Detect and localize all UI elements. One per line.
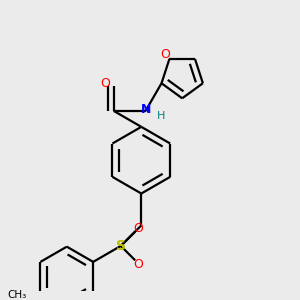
Text: O: O <box>133 222 143 235</box>
Text: O: O <box>160 48 170 61</box>
Text: H: H <box>157 111 166 121</box>
Text: S: S <box>116 239 126 253</box>
Text: O: O <box>133 258 143 271</box>
Text: O: O <box>100 77 110 90</box>
Text: N: N <box>140 103 151 116</box>
Text: CH₃: CH₃ <box>8 290 27 300</box>
